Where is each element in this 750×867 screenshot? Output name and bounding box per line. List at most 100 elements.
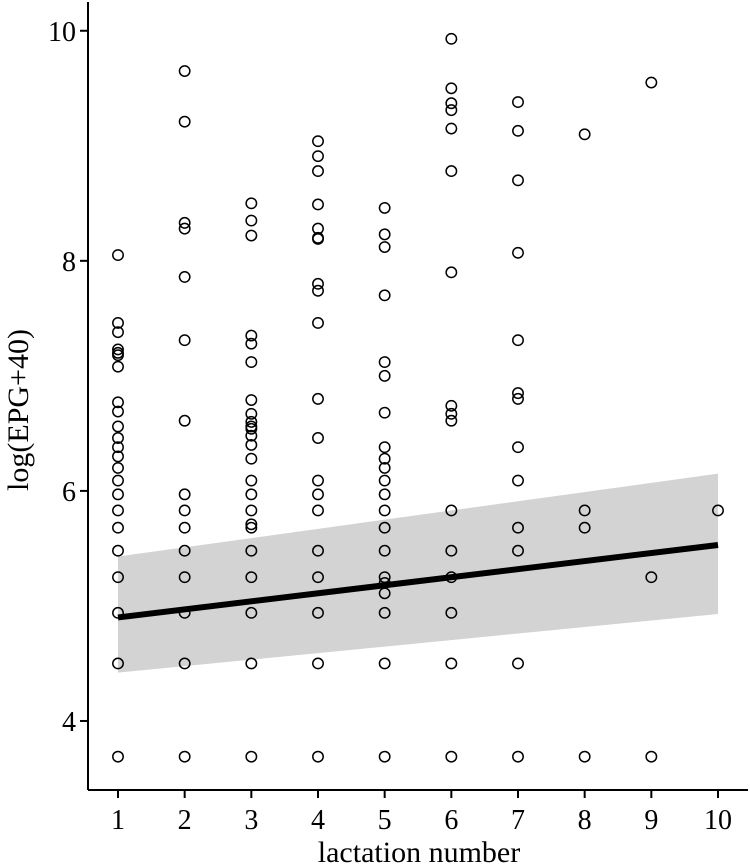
data-point <box>312 657 324 670</box>
data-point <box>312 432 324 444</box>
data-point <box>445 399 458 412</box>
data-point <box>445 606 458 619</box>
data-point <box>312 165 324 178</box>
data-point <box>578 128 591 141</box>
data-point <box>245 606 258 619</box>
data-point <box>645 76 658 89</box>
data-point <box>112 657 124 670</box>
data-point <box>378 369 391 382</box>
data-point <box>245 214 258 227</box>
data-point <box>178 521 191 534</box>
data-point <box>112 474 124 487</box>
x-tick-label: 1 <box>111 805 125 836</box>
data-point <box>245 337 258 350</box>
ticks-layer: 1 2 3 4 5 6 7 8 9 10 4 6 8 10 <box>48 17 732 836</box>
data-point <box>512 657 524 670</box>
data-point <box>378 201 391 214</box>
data-point <box>245 197 258 210</box>
fit-line-layer <box>117 541 719 621</box>
data-point <box>112 544 124 557</box>
data-point <box>378 289 391 302</box>
data-point <box>245 750 258 763</box>
data-point <box>378 406 391 419</box>
data-point <box>378 750 391 763</box>
data-point <box>112 571 124 584</box>
data-point <box>312 544 324 557</box>
data-point <box>512 750 524 763</box>
data-point <box>445 544 458 557</box>
data-point <box>178 334 191 347</box>
data-point <box>112 360 124 373</box>
data-point <box>245 544 258 557</box>
data-point <box>512 174 524 187</box>
data-point <box>512 474 524 487</box>
data-point <box>378 606 391 619</box>
data-point <box>245 415 258 428</box>
data-point <box>112 396 124 409</box>
data-point <box>378 356 391 369</box>
data-point <box>112 420 124 433</box>
data-point <box>178 504 191 517</box>
x-tick-label: 7 <box>511 805 525 836</box>
data-point <box>312 135 324 148</box>
data-point <box>512 521 524 534</box>
data-point <box>112 349 124 362</box>
data-point <box>445 266 458 279</box>
data-point <box>178 65 191 77</box>
data-point <box>178 222 191 235</box>
data-point <box>112 326 124 339</box>
x-tick-label: 9 <box>644 805 658 836</box>
data-point <box>112 606 124 619</box>
data-point <box>245 438 258 451</box>
data-point <box>112 405 124 418</box>
data-point <box>378 228 391 241</box>
x-tick-label: 2 <box>178 805 192 836</box>
data-point <box>312 150 324 163</box>
data-point <box>312 392 324 405</box>
data-point <box>512 334 524 347</box>
data-point <box>245 452 258 465</box>
data-point <box>312 277 324 290</box>
data-point <box>445 104 458 117</box>
data-point <box>178 750 191 763</box>
points-layer <box>112 32 724 763</box>
data-point <box>445 97 458 110</box>
data-point <box>378 241 391 253</box>
data-point <box>178 544 191 557</box>
data-point <box>112 432 124 444</box>
data-point <box>312 606 324 619</box>
data-point <box>445 657 458 670</box>
data-point <box>178 488 191 501</box>
data-point <box>245 429 258 442</box>
data-point <box>112 441 124 454</box>
data-point <box>445 122 458 135</box>
x-tick-label: 5 <box>378 805 392 836</box>
data-point <box>378 544 391 557</box>
data-point <box>112 521 124 534</box>
x-tick-label: 8 <box>578 805 592 836</box>
data-point <box>112 317 124 329</box>
data-point <box>312 750 324 763</box>
data-point <box>312 284 324 297</box>
axes-layer <box>87 2 748 791</box>
x-tick-label: 3 <box>244 805 258 836</box>
y-tick-label: 6 <box>62 477 76 508</box>
data-point <box>512 124 524 137</box>
data-point <box>378 452 391 465</box>
data-point <box>378 521 391 534</box>
y-tick-label: 8 <box>62 247 76 278</box>
data-point <box>578 521 591 534</box>
confidence-band-layer <box>118 473 718 673</box>
y-tick-label: 4 <box>62 707 76 738</box>
data-point <box>378 504 391 517</box>
data-point <box>245 518 258 531</box>
x-axis-title: lactation number <box>318 836 520 867</box>
data-point <box>245 657 258 670</box>
data-point <box>245 474 258 487</box>
data-point <box>445 504 458 517</box>
data-point <box>112 343 124 356</box>
data-point <box>445 32 458 45</box>
data-point <box>312 571 324 584</box>
data-point <box>178 414 191 427</box>
